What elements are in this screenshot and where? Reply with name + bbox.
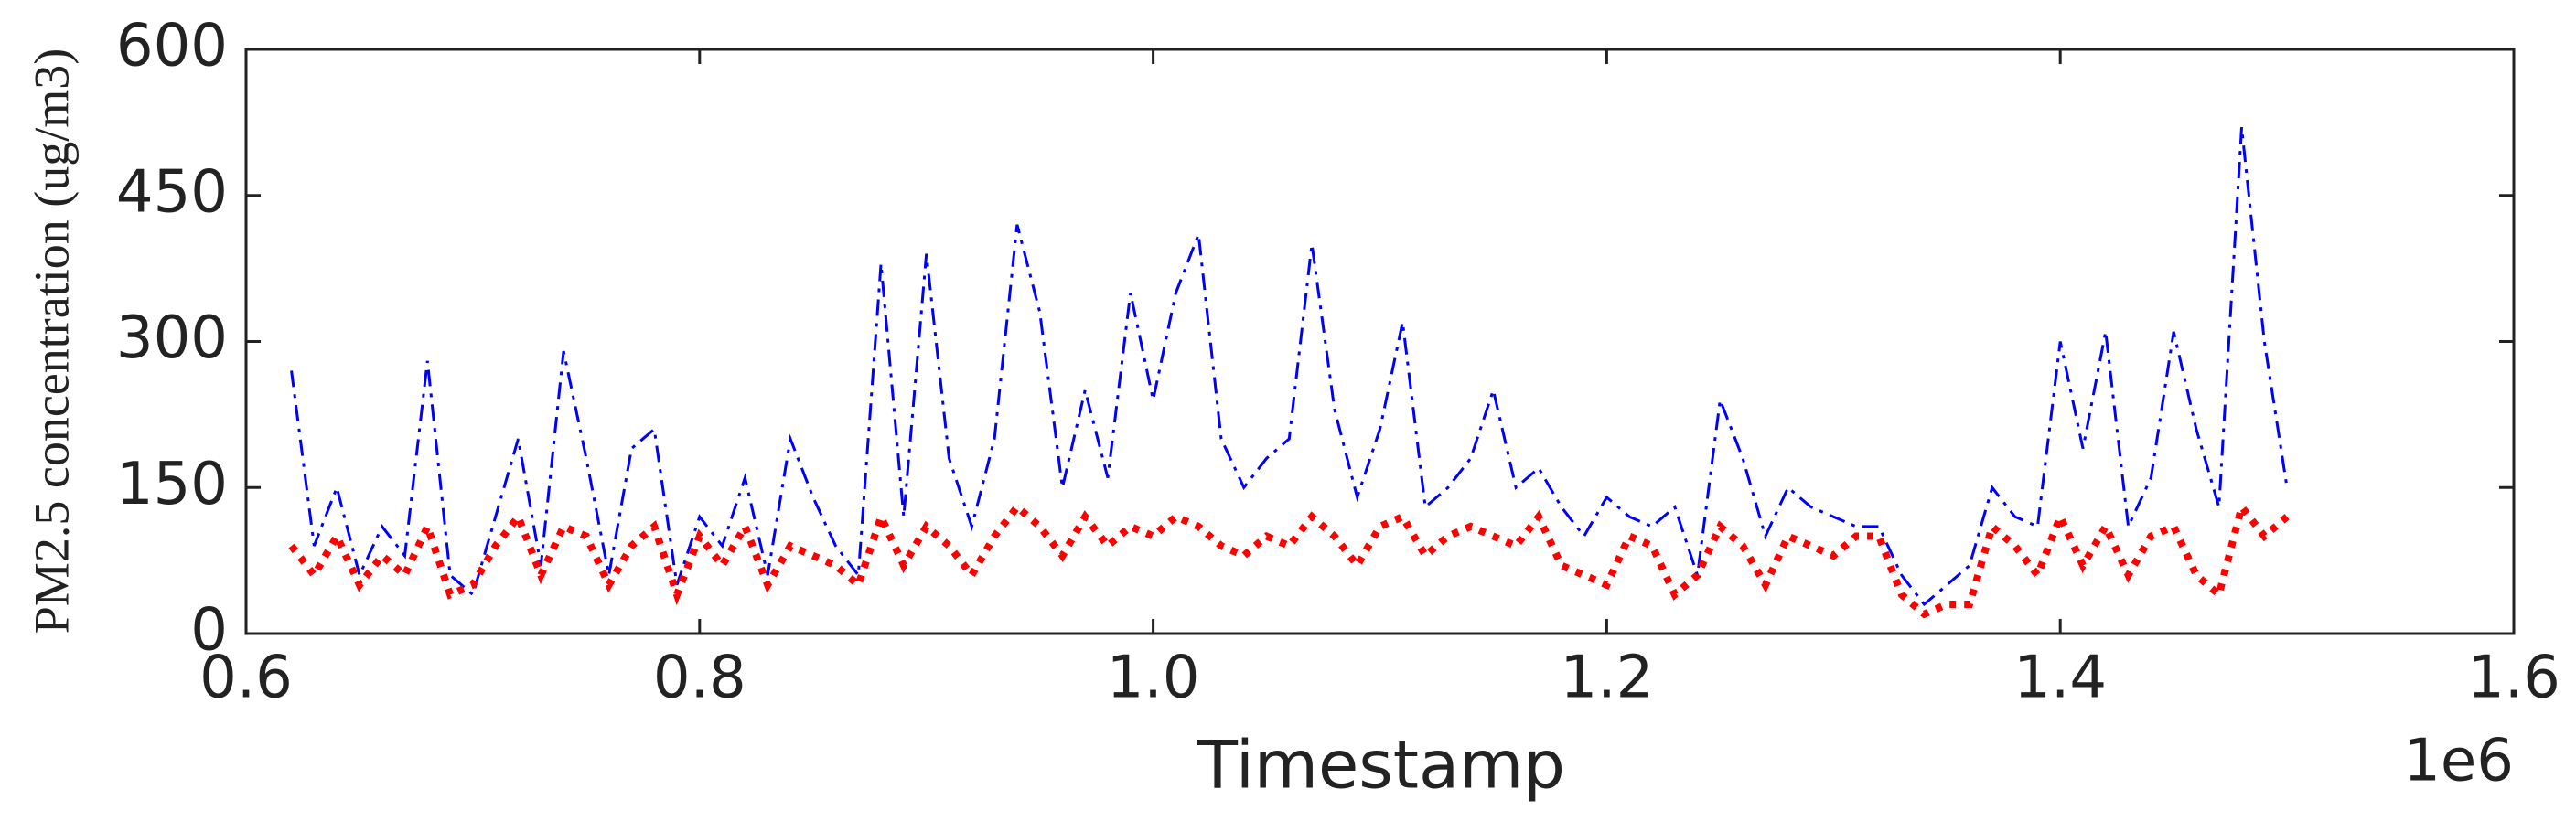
y-tick-label: 150	[116, 451, 228, 518]
y-axis-label: PM2.5 concentration (ug/m3)	[24, 48, 79, 634]
x-tick-label: 0.6	[199, 645, 293, 712]
x-tick-label: 1.0	[1107, 645, 1200, 712]
data-line	[290, 127, 2289, 607]
x-tick-label: 1.6	[2467, 645, 2560, 712]
x-axis-label: Timestamp	[1197, 727, 1565, 804]
x-tick-label: 0.8	[653, 645, 746, 712]
y-tick-label: 450	[116, 158, 228, 226]
y-tick-label: 300	[116, 304, 228, 372]
x-tick-label: 1.2	[1561, 645, 1654, 712]
x-offset-label: 1e6	[2403, 728, 2514, 795]
plot-frame	[244, 48, 2516, 635]
y-tick-label: 600	[116, 13, 228, 80]
x-tick-label: 1.4	[2013, 645, 2107, 712]
y-tick-label: 0	[190, 597, 228, 665]
data-line	[288, 498, 2290, 619]
